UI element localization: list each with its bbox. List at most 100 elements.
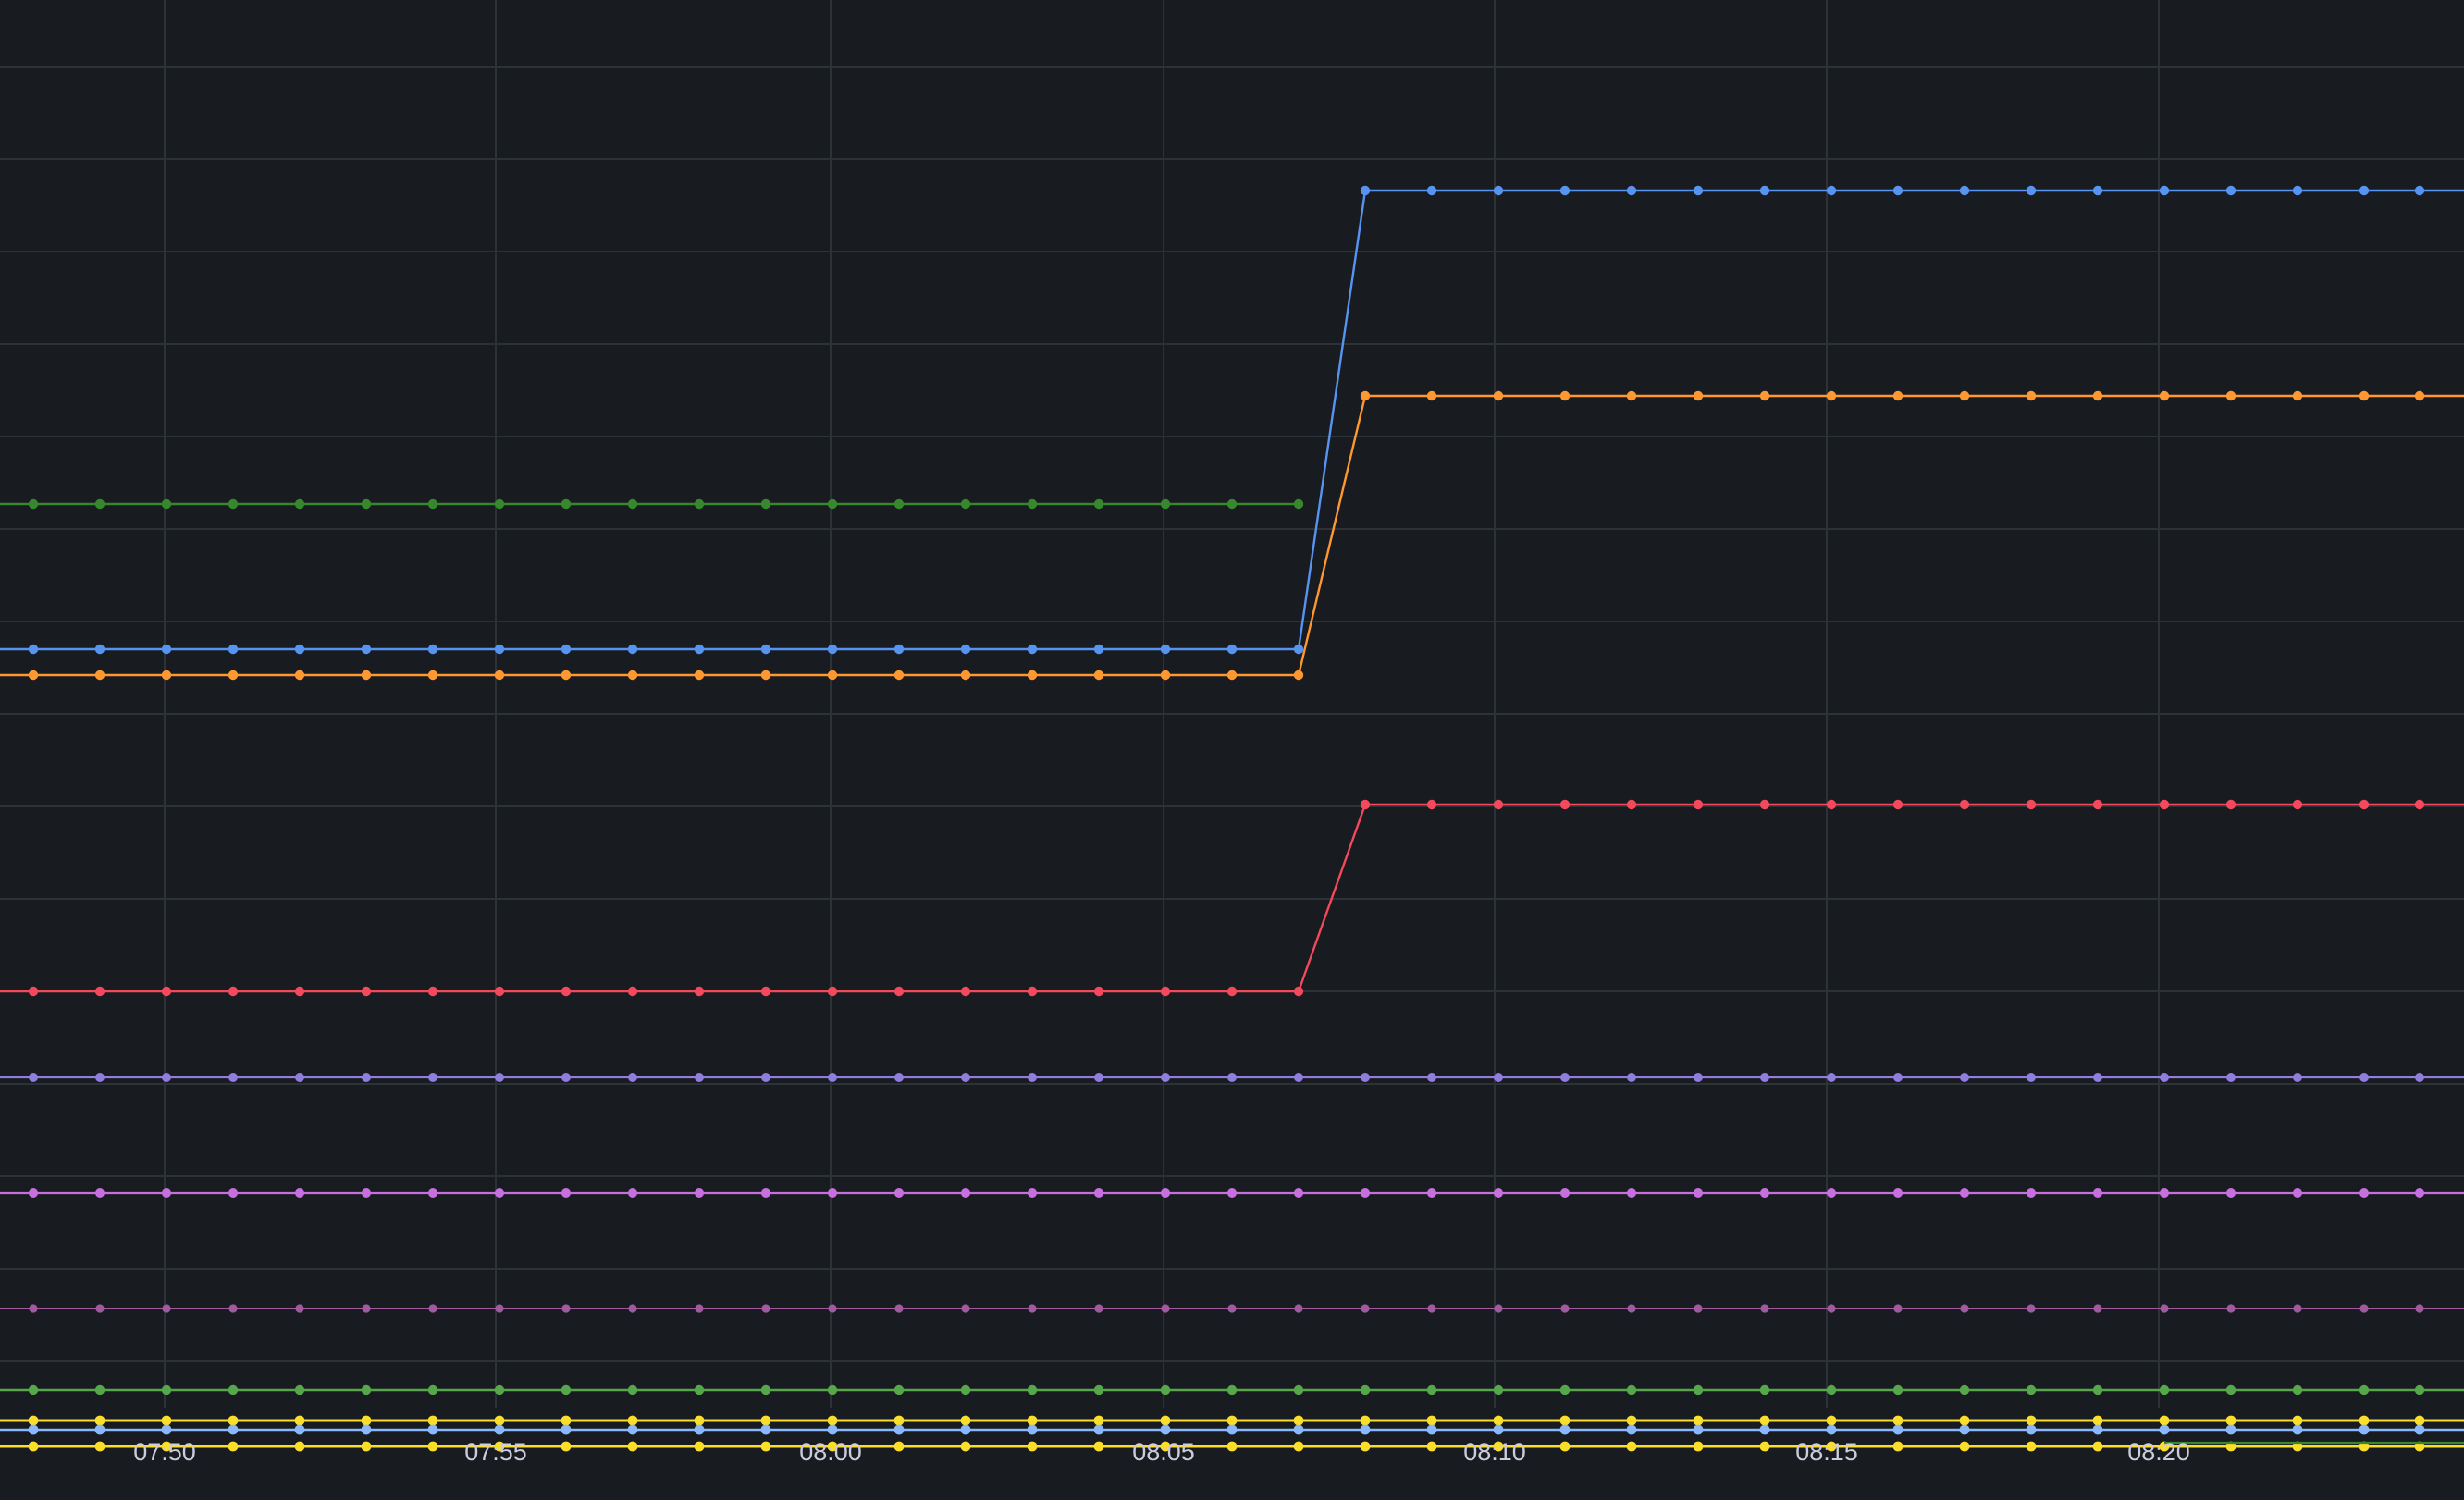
series-purple-point[interactable] bbox=[162, 1073, 171, 1082]
series-orange-point[interactable] bbox=[2414, 390, 2425, 401]
series-orange-point[interactable] bbox=[28, 670, 39, 681]
series-dark-green-point[interactable] bbox=[94, 498, 105, 510]
series-yellow-lower-point[interactable] bbox=[1892, 1441, 1903, 1452]
series-orange[interactable] bbox=[0, 390, 2464, 681]
series-dark-green-point[interactable] bbox=[161, 498, 172, 510]
series-orchid-point[interactable] bbox=[2027, 1188, 2036, 1198]
series-yellow-upper-point[interactable] bbox=[361, 1415, 372, 1426]
series-light-green-point[interactable] bbox=[361, 1384, 372, 1395]
series-light-green-point[interactable] bbox=[427, 1384, 438, 1395]
series-purple-point[interactable] bbox=[1294, 1073, 1303, 1082]
series-purple-point[interactable] bbox=[1960, 1073, 1969, 1082]
series-orange-point[interactable] bbox=[1959, 390, 1970, 401]
series-light-green-point[interactable] bbox=[1027, 1384, 1038, 1395]
series-dark-green[interactable] bbox=[0, 498, 1304, 510]
series-purple-point[interactable] bbox=[1161, 1073, 1170, 1082]
series-yellow-lower-point[interactable] bbox=[161, 1441, 172, 1452]
series-plum-point[interactable] bbox=[162, 1304, 171, 1313]
series-yellow-lower-point[interactable] bbox=[1360, 1441, 1371, 1452]
series-light-blue-point[interactable] bbox=[627, 1424, 638, 1435]
series-yellow-upper-point[interactable] bbox=[2159, 1415, 2170, 1426]
series-yellow-lower-point[interactable] bbox=[2159, 1441, 2170, 1452]
series-yellow-upper-point[interactable] bbox=[2026, 1415, 2037, 1426]
series-plum-point[interactable] bbox=[29, 1304, 38, 1313]
series-light-green-point[interactable] bbox=[1626, 1384, 1637, 1395]
series-red-point[interactable] bbox=[2026, 799, 2037, 810]
series-light-blue-point[interactable] bbox=[827, 1424, 838, 1435]
series-orchid-point[interactable] bbox=[961, 1188, 970, 1198]
series-red-point[interactable] bbox=[361, 986, 372, 997]
series-plum-point[interactable] bbox=[561, 1304, 571, 1313]
series-orange-point[interactable] bbox=[561, 670, 572, 681]
series-plum-point[interactable] bbox=[362, 1304, 371, 1313]
series-plum-point[interactable] bbox=[1094, 1304, 1103, 1313]
series-purple-point[interactable] bbox=[2160, 1073, 2169, 1082]
series-yellow-lower-point[interactable] bbox=[361, 1441, 372, 1452]
series-purple-point[interactable] bbox=[1028, 1073, 1037, 1082]
series-light-green-point[interactable] bbox=[228, 1384, 239, 1395]
series-plum-point[interactable] bbox=[95, 1304, 105, 1313]
series-dark-green-point[interactable] bbox=[960, 498, 971, 510]
series-light-blue-point[interactable] bbox=[294, 1424, 305, 1435]
series-yellow-upper-point[interactable] bbox=[94, 1415, 105, 1426]
series-orchid-point[interactable] bbox=[2293, 1188, 2302, 1198]
series-yellow-lower-point[interactable] bbox=[2414, 1441, 2425, 1452]
series-dark-green-point[interactable] bbox=[294, 498, 305, 510]
series-blue-point[interactable] bbox=[2159, 185, 2170, 196]
series-light-blue-point[interactable] bbox=[1892, 1424, 1903, 1435]
series-light-blue-point[interactable] bbox=[1826, 1424, 1837, 1435]
series-light-blue-point[interactable] bbox=[1693, 1424, 1704, 1435]
series-light-blue-point[interactable] bbox=[1426, 1424, 1437, 1435]
series-purple-point[interactable] bbox=[1760, 1073, 1769, 1082]
series-yellow-lower-point[interactable] bbox=[1293, 1441, 1304, 1452]
series-blue-point[interactable] bbox=[1959, 185, 1970, 196]
series-red-point[interactable] bbox=[561, 986, 572, 997]
series-dark-green-point[interactable] bbox=[893, 498, 905, 510]
series-light-blue-point[interactable] bbox=[1493, 1424, 1504, 1435]
series-yellow-upper-point[interactable] bbox=[294, 1415, 305, 1426]
series-blue-point[interactable] bbox=[893, 644, 905, 655]
series-orchid-point[interactable] bbox=[362, 1188, 371, 1198]
series-red-point[interactable] bbox=[2414, 799, 2425, 810]
series-red-point[interactable] bbox=[2159, 799, 2170, 810]
series-orchid-point[interactable] bbox=[1627, 1188, 1636, 1198]
series-purple-point[interactable] bbox=[1694, 1073, 1703, 1082]
series-light-blue-point[interactable] bbox=[94, 1424, 105, 1435]
series-purple-point[interactable] bbox=[95, 1073, 105, 1082]
series-purple-point[interactable] bbox=[1427, 1073, 1436, 1082]
series-light-green-point[interactable] bbox=[1693, 1384, 1704, 1395]
series-blue-point[interactable] bbox=[2092, 185, 2103, 196]
series-blue-point[interactable] bbox=[1493, 185, 1504, 196]
series-light-blue-point[interactable] bbox=[1160, 1424, 1171, 1435]
series-orange-point[interactable] bbox=[1892, 390, 1903, 401]
series-light-green-point[interactable] bbox=[294, 1384, 305, 1395]
series-purple-point[interactable] bbox=[1627, 1073, 1636, 1082]
series-orchid-point[interactable] bbox=[2415, 1188, 2424, 1198]
series-dark-green-point[interactable] bbox=[361, 498, 372, 510]
series-plum-point[interactable] bbox=[2293, 1304, 2302, 1313]
series-red-point[interactable] bbox=[827, 986, 838, 997]
series-plum-point[interactable] bbox=[2359, 1304, 2369, 1313]
series-yellow-upper-point[interactable] bbox=[694, 1415, 705, 1426]
series-orange-point[interactable] bbox=[1360, 390, 1371, 401]
series-blue-point[interactable] bbox=[760, 644, 771, 655]
series-light-green-point[interactable] bbox=[2414, 1384, 2425, 1395]
series-plum-point[interactable] bbox=[894, 1304, 904, 1313]
series-light-green-point[interactable] bbox=[494, 1384, 505, 1395]
series-red-point[interactable] bbox=[1826, 799, 1837, 810]
series-red-point[interactable] bbox=[893, 986, 905, 997]
series-purple-point[interactable] bbox=[1494, 1073, 1503, 1082]
series-orchid-point[interactable] bbox=[1560, 1188, 1570, 1198]
series-purple-point[interactable] bbox=[1560, 1073, 1570, 1082]
series-red-point[interactable] bbox=[2092, 799, 2103, 810]
series-light-green-point[interactable] bbox=[760, 1384, 771, 1395]
series-plum-point[interactable] bbox=[1893, 1304, 1903, 1313]
series-red-point[interactable] bbox=[960, 986, 971, 997]
series-purple-point[interactable] bbox=[1361, 1073, 1370, 1082]
series-orange-point[interactable] bbox=[161, 670, 172, 681]
series-orchid-point[interactable] bbox=[894, 1188, 904, 1198]
series-blue-point[interactable] bbox=[1759, 185, 1770, 196]
series-plum-point[interactable] bbox=[1161, 1304, 1170, 1313]
series-orange-point[interactable] bbox=[1493, 390, 1504, 401]
